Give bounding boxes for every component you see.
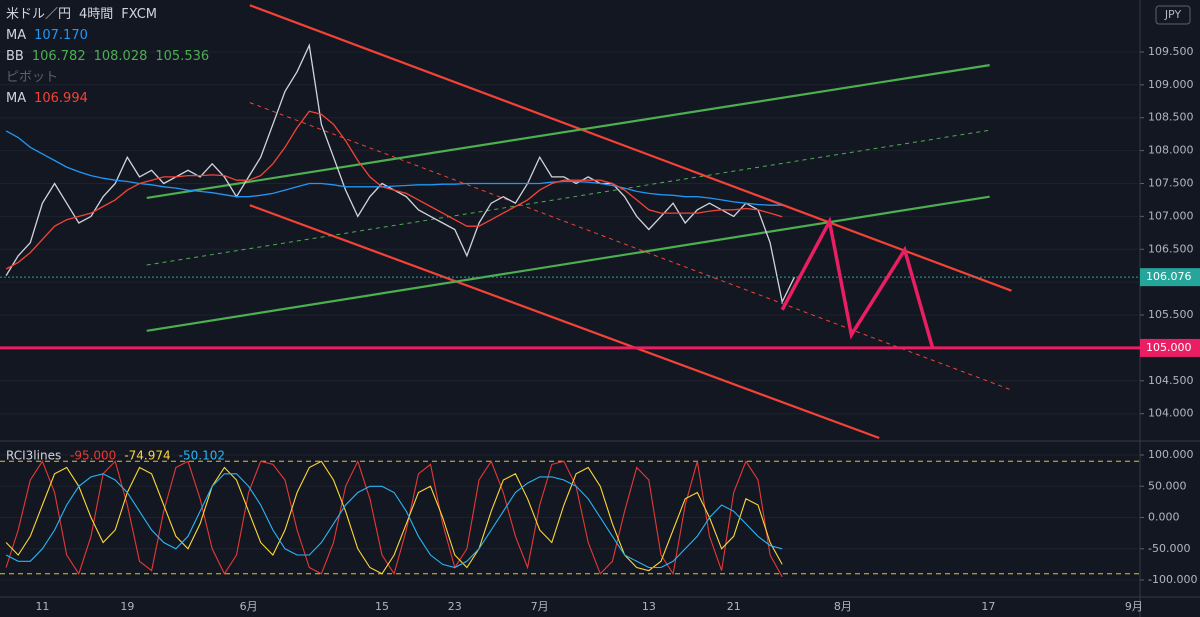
indicator-value: -50.102 xyxy=(179,449,225,463)
y-tick-label: -50.000 xyxy=(1148,542,1190,555)
indicator-value: -74.974 xyxy=(124,449,170,463)
x-tick-label: 9月 xyxy=(1125,600,1143,613)
symbol-row: 米ドル／円 4時間 FXCM xyxy=(6,4,217,25)
x-tick-label: 13 xyxy=(642,600,656,613)
x-tick-label: 11 xyxy=(35,600,49,613)
y-tick-label: 100.000 xyxy=(1148,448,1194,461)
y-tick-label: 104.500 xyxy=(1148,374,1194,387)
y-tick-label: 109.500 xyxy=(1148,45,1194,58)
source: FXCM xyxy=(121,7,158,22)
indicator-title: RCI3lines xyxy=(6,449,61,463)
legend-value: 106.994 xyxy=(34,91,88,106)
series-line xyxy=(5,130,783,206)
legend-name: MA xyxy=(6,28,27,43)
x-tick-label: 15 xyxy=(375,600,389,613)
x-tick-label: 6月 xyxy=(240,600,258,613)
header: 米ドル／円 4時間 FXCM MA 107.170 BB 106.782 108.028 10… xyxy=(6,4,217,109)
currency: JPY xyxy=(1164,8,1182,21)
trend-line xyxy=(146,195,990,332)
series-line xyxy=(5,473,783,569)
trend-line xyxy=(146,64,990,200)
trend-line xyxy=(249,4,1012,292)
series-line xyxy=(5,43,795,304)
interval: 4時間 xyxy=(79,7,114,22)
legend-row: BB 106.782 108.028 105.536 xyxy=(6,46,217,67)
price-label-box xyxy=(1140,338,1200,357)
y-tick-label: 108.500 xyxy=(1148,111,1194,124)
y-tick-label: -100.000 xyxy=(1148,573,1197,586)
legend-name: BB xyxy=(6,49,24,64)
legend-name: MA xyxy=(6,91,27,106)
projection-line xyxy=(780,216,935,349)
y-tick-label: 107.500 xyxy=(1148,176,1194,189)
price-label-box xyxy=(1140,268,1200,287)
x-tick-label: 21 xyxy=(727,600,741,613)
y-tick-label: 0.000 xyxy=(1148,511,1180,524)
series-line xyxy=(5,459,783,578)
y-tick-label: 106.500 xyxy=(1148,242,1194,255)
legend-value: 106.782 xyxy=(31,49,86,64)
x-tick-label: 8月 xyxy=(834,600,852,613)
indicator-value: -95.000 xyxy=(70,449,116,463)
x-tick-label: 17 xyxy=(981,600,995,613)
price-label: 106.076 xyxy=(1146,270,1192,283)
currency-badge xyxy=(1155,5,1191,25)
y-tick-label: 105.500 xyxy=(1148,308,1194,321)
trend-line xyxy=(249,204,880,440)
trend-line xyxy=(146,129,990,266)
x-tick-label: 7月 xyxy=(531,600,549,613)
y-tick-label: 109.000 xyxy=(1148,78,1194,91)
y-tick-label: 108.000 xyxy=(1148,144,1194,157)
legend-value: 105.536 xyxy=(155,49,210,64)
legend-row: MA 107.170 xyxy=(6,25,217,46)
x-tick-label: 19 xyxy=(120,600,134,613)
y-tick-label: 107.000 xyxy=(1148,209,1194,222)
legend-name: ピボット xyxy=(6,70,59,85)
price-label: 105.000 xyxy=(1146,341,1192,354)
legend-value: 108.028 xyxy=(93,49,148,64)
symbol: 米ドル／円 xyxy=(6,7,72,22)
y-tick-label: 50.000 xyxy=(1148,479,1187,492)
series-line xyxy=(5,110,783,270)
x-tick-label: 23 xyxy=(448,600,462,613)
legend-row: ピボット xyxy=(6,67,217,88)
legend-row: MA 106.994 xyxy=(6,88,217,109)
legend-value: 107.170 xyxy=(34,28,88,43)
y-tick-label: 104.000 xyxy=(1148,407,1194,420)
